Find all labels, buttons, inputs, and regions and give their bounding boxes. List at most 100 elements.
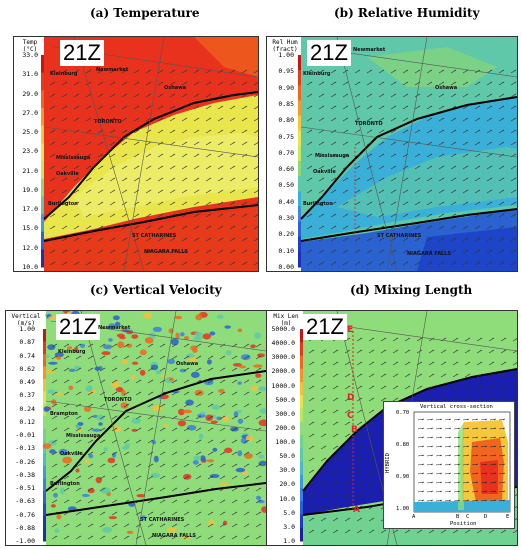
colorbar-tick-label: 0.00	[278, 263, 294, 271]
colorbar-tick-label: 5000.0	[271, 325, 295, 333]
vertical-velocity-map	[6, 311, 266, 545]
place-burlington: Burlington	[303, 201, 333, 207]
colorbar-swatch	[300, 342, 303, 356]
panel-c-title: (c) Vertical Velocity	[90, 283, 222, 297]
colorbar-tick-label: -0.13	[15, 444, 35, 453]
place-st-catharines: ST CATHARINES	[132, 233, 177, 239]
inset-xtick-e: E	[506, 514, 510, 520]
colorbar-tick-label: 0.40	[278, 197, 294, 206]
colorbar-swatch	[298, 85, 301, 101]
point-a: A	[353, 505, 360, 515]
colorbar-swatch	[41, 178, 44, 197]
point-c: C	[347, 411, 354, 421]
colorbar-tick-label: 19.0	[22, 185, 38, 194]
place-mississauga: Mississauga	[66, 433, 101, 439]
inset-ytick-3: 1.00	[396, 506, 410, 512]
place-oshawa: Oshawa	[176, 361, 199, 367]
colorbar-swatch	[43, 428, 46, 442]
colorbar-tick-label: 20.0	[279, 480, 295, 489]
place-oakville: Oakville	[60, 451, 83, 457]
colorbar-tick-label: 0.60	[278, 165, 294, 174]
colorbar-tick-label: 0.80	[278, 116, 294, 125]
colorbar-swatch	[43, 516, 46, 530]
colorbar-tick-label: -0.26	[15, 457, 35, 466]
colorbar-tick-label: 1000.0	[271, 381, 295, 390]
colorbar-tick-label: 0.75	[278, 132, 294, 141]
colorbar-swatch	[43, 491, 46, 505]
timestamp-label: 21Z	[60, 40, 104, 66]
colorbar-swatch	[300, 382, 303, 396]
cross-section-plot	[413, 411, 511, 513]
colorbar-swatch	[298, 55, 301, 71]
colorbar-tick-label: 2000.0	[271, 367, 295, 376]
panel-c: Vertical (m/s) 1.00 0.87 0.74 0.62 0.49 0.37 0.…	[5, 310, 267, 546]
colorbar-swatch	[298, 161, 301, 177]
colorbar-tick-label: 0.49	[19, 378, 35, 386]
colorbar-swatch	[41, 55, 44, 74]
place-toronto: TORONTO	[355, 121, 383, 127]
inset-xtick-c: C	[466, 514, 470, 520]
colorbar-tick-label: -0.01	[15, 431, 35, 439]
place-niagara-falls: NIAGARA FALLS	[407, 251, 452, 257]
colorbar-tick-label: 1.00	[19, 325, 35, 333]
colorbar-tick-label: 0.62	[19, 364, 35, 373]
colorbar-tick-label: -0.76	[15, 510, 35, 519]
colorbar-tick-label: 300.0	[275, 409, 295, 418]
colorbar-tick-label: 23.0	[22, 147, 38, 156]
colorbar-tick-label: 0.50	[278, 181, 294, 190]
place-st-catharines: ST CATHARINES	[377, 233, 422, 239]
place-niagara-falls: NIAGARA FALLS	[152, 533, 197, 539]
place-oakville: Oakville	[313, 169, 336, 175]
colorbar-swatch	[43, 366, 46, 380]
colorbar-swatch	[300, 461, 303, 476]
cross-section-inset: Vertical cross-section HYBRID 0.70 0.80 …	[383, 401, 515, 529]
colorbar-tick-label: 0.20	[278, 230, 294, 239]
colorbar-swatch	[41, 161, 44, 180]
colorbar-swatch	[300, 474, 303, 489]
colorbar-b-title: Rel Hum (fract)	[272, 39, 298, 53]
place-st-catharines: ST CATHARINES	[140, 517, 185, 523]
panel-a: Temp (°C) 33.0 31.0 29.0 27.0 25.0 23.0 21.0 19.…	[13, 36, 259, 272]
colorbar-tick-label: 4000.0	[271, 339, 295, 348]
inset-xtick-d: D	[484, 514, 488, 520]
colorbar-swatch	[300, 408, 303, 423]
colorbar-swatch	[298, 206, 301, 223]
colorbar-tick-label: 0.70	[278, 148, 294, 157]
place-kleinburg: Kleinburg	[303, 71, 331, 77]
colorbar-swatch	[298, 70, 301, 86]
colorbar-tick-label: 10.0	[22, 263, 38, 271]
colorbar-tick-label: 1.0	[283, 537, 295, 545]
colorbar-tick-label: 0.24	[19, 404, 35, 413]
colorbar-tick-label: 0.95	[278, 67, 294, 76]
colorbar-swatch	[298, 130, 301, 147]
colorbar-swatch	[300, 355, 303, 370]
colorbar-tick-label: 500.0	[275, 395, 295, 404]
inset-ytick-1: 0.80	[396, 442, 410, 448]
colorbar-swatch	[43, 391, 46, 405]
colorbar-tick-label: -0.63	[15, 497, 35, 506]
place-oakville: Oakville	[56, 171, 79, 177]
inset-xlabel: Position	[450, 521, 477, 527]
temperature-map	[14, 37, 258, 271]
colorbar-swatch	[43, 466, 46, 480]
colorbar-swatch	[41, 108, 44, 127]
colorbar-tick-label: -0.51	[15, 484, 35, 492]
timestamp-label: 21Z	[307, 40, 351, 66]
colorbar-swatch	[298, 176, 301, 192]
colorbar-tick-label: 21.0	[22, 166, 38, 175]
place-newmarket: Newmarket	[96, 67, 129, 73]
colorbar-swatch	[43, 453, 46, 467]
colorbar-swatch	[298, 100, 301, 117]
colorbar-swatch	[300, 421, 303, 436]
place-toronto: TORONTO	[94, 119, 122, 125]
place-burlington: Burlington	[50, 481, 80, 487]
colorbar-tick-label: 33.0	[22, 51, 38, 59]
colorbar-tick-label: 3.0	[283, 522, 295, 531]
colorbar-tick-label: 0.74	[19, 351, 35, 360]
place-newmarket: Newmarket	[98, 325, 131, 331]
colorbar-tick-label: 0.12	[19, 417, 35, 426]
colorbar-swatch	[43, 341, 46, 355]
colorbar-swatch	[300, 368, 303, 383]
colorbar-swatch	[300, 435, 303, 449]
place-mississauga: Mississauga	[315, 153, 350, 159]
